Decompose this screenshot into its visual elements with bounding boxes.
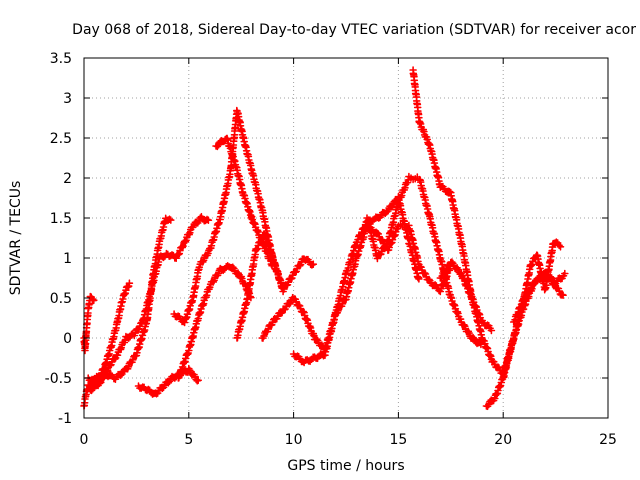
y-tick-label: 2.5 <box>50 131 72 147</box>
x-axis-label: GPS time / hours <box>287 458 404 474</box>
series-arc-d <box>86 212 213 395</box>
series-arc-a <box>80 292 98 355</box>
series-layer <box>80 66 569 411</box>
series-arc-i <box>233 231 318 342</box>
y-tick-label: 3.5 <box>50 51 72 67</box>
series-arc-g <box>174 262 255 382</box>
series-arc-k <box>289 220 454 367</box>
y-tick-label: 0.5 <box>50 291 72 307</box>
y-tick-label: 1.5 <box>50 211 72 227</box>
y-tick-label: 2 <box>63 171 72 187</box>
y-axis-label: SDTVAR / TECUs <box>8 181 24 296</box>
series-arc-p <box>509 238 565 326</box>
x-tick-label: 5 <box>184 432 193 448</box>
y-tick-label: -1 <box>58 411 72 427</box>
tick-layer: -1 -0.5 0 0.5 1 1.5 2 2.5 3 3.5 0 5 10 15 20 25 <box>45 51 617 448</box>
y-tick-label: 3 <box>63 91 72 107</box>
x-tick-label: 15 <box>389 432 407 448</box>
chart-title: Day 068 of 2018, Sidereal Day-to-day VTE… <box>72 22 636 38</box>
x-tick-label: 10 <box>285 432 303 448</box>
x-tick-label: 25 <box>599 432 617 448</box>
series-arc-n <box>436 258 496 335</box>
y-tick-label: 0 <box>63 331 72 347</box>
x-tick-label: 0 <box>80 432 89 448</box>
series-arc-e <box>134 364 202 398</box>
plot-frame <box>83 57 609 419</box>
x-tick-label: 20 <box>494 432 512 448</box>
series-arc-l <box>363 172 485 349</box>
series-arc-c <box>84 214 175 387</box>
y-tick-label: 1 <box>63 251 72 267</box>
y-tick-label: -0.5 <box>45 371 72 387</box>
